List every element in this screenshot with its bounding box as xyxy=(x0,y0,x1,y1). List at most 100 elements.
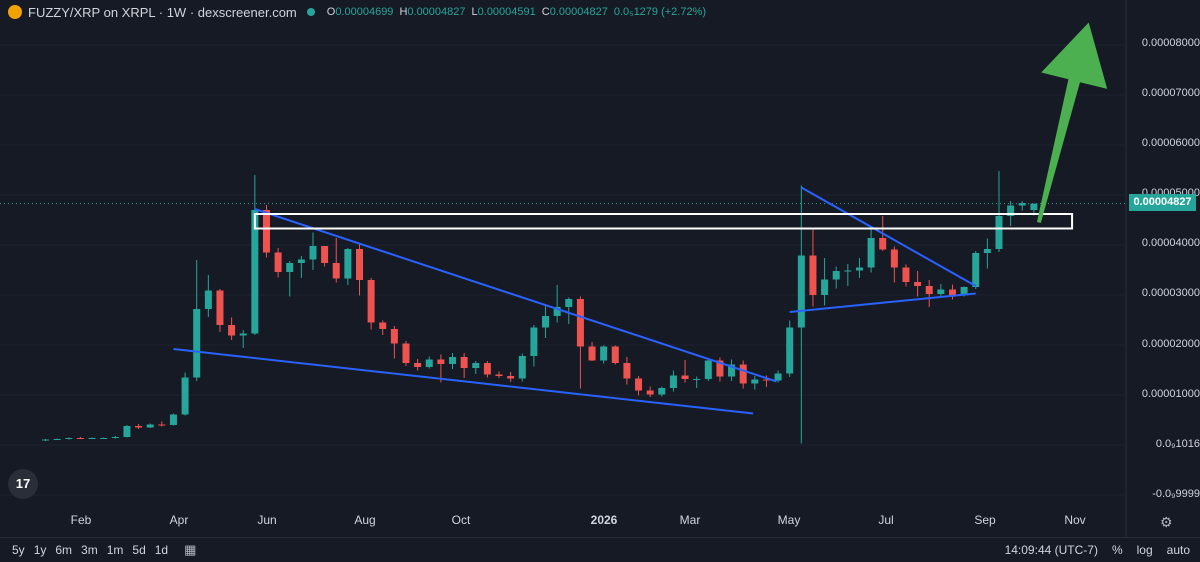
candle-body xyxy=(88,438,96,439)
candle-body xyxy=(925,286,933,294)
candle-body xyxy=(902,267,910,282)
candle-body xyxy=(565,299,573,307)
candle-body xyxy=(355,249,363,280)
candle-body xyxy=(681,375,689,379)
candle-body xyxy=(983,249,991,253)
candle-body xyxy=(553,307,561,316)
range-1m-button[interactable]: 1m xyxy=(106,543,124,557)
high-label: H xyxy=(399,6,408,18)
candle-body xyxy=(995,216,1003,249)
candle-body xyxy=(914,282,922,286)
candle-body xyxy=(1030,203,1038,211)
candle-body xyxy=(42,439,50,441)
time-tick: Apr xyxy=(169,513,189,527)
time-tick: May xyxy=(777,513,801,527)
candle-body xyxy=(960,287,968,296)
time-tick: Sep xyxy=(974,513,996,527)
time-tick: Feb xyxy=(70,513,92,527)
time-tick: Oct xyxy=(451,513,471,527)
auto-toggle[interactable]: auto xyxy=(1166,543,1190,557)
candle-body xyxy=(762,379,770,381)
close-value: 0.00004827 xyxy=(549,6,608,18)
range-5y-button[interactable]: 5y xyxy=(12,543,25,557)
price-tick: 0.00002000 xyxy=(1141,338,1200,350)
candlestick-series xyxy=(42,171,1038,444)
settings-gear-icon[interactable]: ⚙ xyxy=(1160,514,1173,530)
candle-body xyxy=(379,322,387,329)
bottom-right-controls: 14:09:44 (UTC-7) % log auto xyxy=(1005,543,1190,557)
candle-body xyxy=(786,327,794,374)
candle-body xyxy=(611,346,619,363)
candle-body xyxy=(716,360,724,377)
candle-body xyxy=(728,364,736,377)
candle-body xyxy=(390,329,398,344)
time-tick: Mar xyxy=(679,513,701,527)
price-tick: 0.0₉1016 xyxy=(1155,438,1200,450)
price-tick: 0.00001000 xyxy=(1141,388,1200,400)
market-open-icon xyxy=(306,8,315,16)
candle-body xyxy=(658,388,666,395)
chart-header: FUZZY/XRP on XRPL · 1W · dexscreener.com… xyxy=(0,0,706,24)
range-selector: 5y 1y 6m 3m 1m 5d 1d xyxy=(12,543,168,557)
time-tick: 2026 xyxy=(590,513,618,527)
price-tick: 0.00004000 xyxy=(1141,237,1200,249)
candle-body xyxy=(332,263,340,279)
chart-drawings xyxy=(173,22,1108,415)
candle-body xyxy=(704,360,712,379)
candle-body xyxy=(204,290,212,309)
candle-body xyxy=(53,439,61,440)
candle-body xyxy=(937,289,945,294)
candle-body xyxy=(449,357,457,364)
candle-body xyxy=(809,255,817,295)
clock-time[interactable]: 14:09:44 (UTC-7) xyxy=(1004,543,1098,557)
log-toggle[interactable]: log xyxy=(1136,543,1153,557)
range-1y-button[interactable]: 1y xyxy=(33,543,47,557)
candle-body xyxy=(344,249,352,279)
price-tick: -0.0₉9999 xyxy=(1152,488,1200,500)
candle-body xyxy=(274,252,282,272)
candle-body xyxy=(576,299,584,347)
candle-body xyxy=(414,363,422,367)
range-3m-button[interactable]: 3m xyxy=(81,543,98,557)
candle-body xyxy=(693,379,701,380)
candle-body xyxy=(216,290,224,325)
candle-body xyxy=(1007,205,1015,216)
price-tick: 0.00006000 xyxy=(1141,137,1200,149)
candle-body xyxy=(402,343,410,363)
candle-body xyxy=(135,426,143,428)
candle-body xyxy=(530,327,538,356)
candle-body xyxy=(821,279,829,295)
candle-body xyxy=(879,238,887,250)
candle-body xyxy=(739,364,747,384)
candle-body xyxy=(367,280,375,323)
candle-body xyxy=(460,357,468,368)
low-value: 0.00004591 xyxy=(477,6,536,18)
trendline xyxy=(789,292,976,313)
bottom-toolbar: 5y 1y 6m 3m 1m 5d 1d ▦ 14:09:44 (UTC-7) … xyxy=(0,537,1200,562)
candle-body xyxy=(751,379,759,384)
percent-toggle[interactable]: % xyxy=(1111,543,1123,557)
tradingview-logo-icon[interactable]: 17 xyxy=(8,469,38,499)
candle-body xyxy=(1018,203,1026,206)
range-5d-button[interactable]: 5d xyxy=(132,543,146,557)
symbol-title[interactable]: FUZZY/XRP on XRPL · 1W · dexscreener.com xyxy=(28,4,297,20)
candle-body xyxy=(239,333,247,336)
candle-body xyxy=(309,246,317,260)
candle-body xyxy=(635,378,643,391)
range-6m-button[interactable]: 6m xyxy=(55,543,73,557)
candle-body xyxy=(228,325,236,336)
calendar-icon[interactable]: ▦ xyxy=(184,542,197,557)
candle-body xyxy=(623,363,631,379)
candle-body xyxy=(890,249,898,268)
close-label: C xyxy=(541,6,550,18)
range-1d-button[interactable]: 1d xyxy=(154,543,169,557)
candle-body xyxy=(472,363,480,368)
chart-grid xyxy=(0,0,1128,537)
candle-body xyxy=(193,309,201,378)
candle-body xyxy=(495,374,503,376)
ohlc-values: O0.00004699 H0.00004827 L0.00004591 C0.0… xyxy=(327,6,706,18)
last-price-tag: 0.00004827 xyxy=(1129,194,1196,211)
token-icon xyxy=(8,5,22,19)
candle-body xyxy=(646,390,654,395)
